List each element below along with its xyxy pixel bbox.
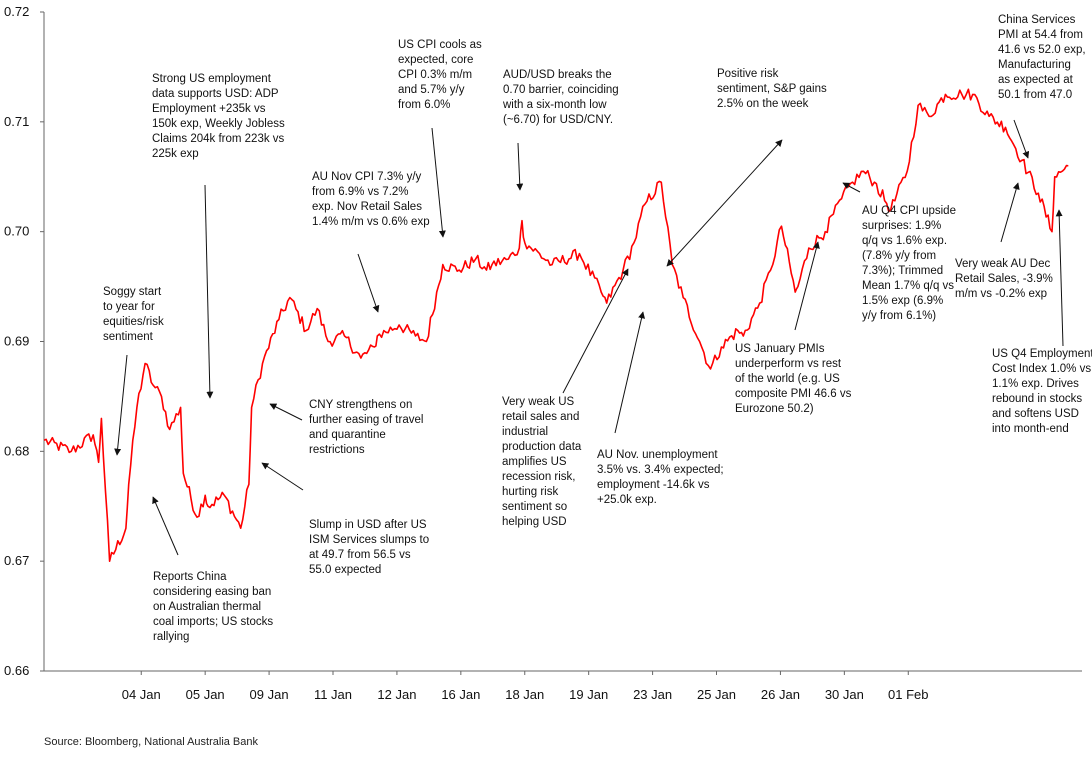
annotation-text: US January PMIs underperform vs rest of th… (735, 343, 852, 415)
y-tick-label: 0.70 (4, 224, 29, 239)
annotations: Soggy start to year for equities/risk senti… (103, 14, 1092, 643)
annotation-text: Positive risk sentiment, S&P gains 2.5% on… (717, 68, 827, 110)
annotation-arrow (269, 403, 303, 421)
y-axis-ticks: 0.66 0.67 0.68 0.69 0.70 0.71 0.72 (4, 4, 44, 678)
x-tick-label: 05 Jan (186, 687, 225, 702)
annotation-text: AU Nov CPI 7.3% y/y from 6.9% vs 7.2% exp.… (312, 171, 430, 228)
y-tick-label: 0.68 (4, 443, 29, 458)
annotation-text: China Services PMI at 54.4 from 41.6 vs 52… (998, 14, 1086, 101)
annotation-text: Very weak AU Dec Retail Sales, -3.9% m/m v… (955, 258, 1053, 300)
annotation-text: Strong US employment data supports USD: A… (152, 73, 285, 160)
annotation-arrow (614, 311, 645, 434)
annotation-text: AUD/USD breaks the 0.70 barrier, coincidi… (502, 69, 619, 126)
annotation-arrow (1000, 182, 1020, 243)
annotation-arrow (261, 462, 304, 491)
y-tick-label: 0.72 (4, 4, 29, 19)
x-tick-label: 25 Jan (697, 687, 736, 702)
annotation-text: Soggy start to year for equities/risk senti… (103, 286, 164, 343)
annotation-arrow (152, 496, 179, 556)
annotation-text: Very weak US retail sales and industrial pr… (502, 396, 582, 528)
annotation-text: Reports China considering easing ban on Au… (153, 571, 273, 643)
annotation-arrow (842, 182, 861, 193)
annotation-text: US Q4 Employment Cost Index 1.0% vs 1.1% e… (992, 348, 1092, 435)
annotation-arrow (1013, 119, 1030, 159)
annotation-text: US CPI cools as expected, core CPI 0.3% m/… (398, 39, 482, 111)
annotation-arrow (794, 241, 820, 331)
annotation-text: AU Q4 CPI upside surprises: 1.9% q/q vs 1.… (862, 205, 956, 322)
annotation-arrow (114, 354, 128, 456)
annotation-arrow (431, 127, 446, 238)
y-tick-label: 0.66 (4, 663, 29, 678)
annotation-arrow (666, 139, 783, 267)
series-layer (43, 88, 1069, 563)
annotation-arrow (516, 142, 524, 191)
x-tick-label: 18 Jan (505, 687, 544, 702)
annotation-text: Slump in USD after US ISM Services slumps… (309, 519, 429, 576)
source-note: Source: Bloomberg, National Australia Ba… (44, 736, 259, 748)
annotation-text: CNY strengthens on further easing of trav… (309, 399, 423, 456)
annotation-arrow (204, 184, 214, 399)
audusd-series-line (43, 88, 1069, 563)
y-tick-label: 0.69 (4, 334, 29, 349)
annotation-arrows (114, 119, 1064, 556)
x-tick-label: 30 Jan (825, 687, 864, 702)
x-tick-label: 19 Jan (569, 687, 608, 702)
y-tick-label: 0.67 (4, 553, 29, 568)
x-tick-label: 12 Jan (377, 687, 416, 702)
annotation-arrow (562, 268, 629, 394)
x-tick-label: 04 Jan (122, 687, 161, 702)
x-tick-label: 16 Jan (441, 687, 480, 702)
x-tick-label: 26 Jan (761, 687, 800, 702)
annotation-text: AU Nov. unemployment 3.5% vs. 3.4% expect… (597, 449, 724, 506)
y-tick-label: 0.71 (4, 114, 29, 129)
annotation-arrow (357, 253, 380, 313)
x-tick-label: 23 Jan (633, 687, 672, 702)
x-tick-label: 01 Feb (888, 687, 928, 702)
x-tick-label: 09 Jan (250, 687, 289, 702)
x-tick-label: 11 Jan (314, 687, 352, 702)
x-axis-ticks: 04 Jan 05 Jan 09 Jan 11 Jan 12 Jan 16 Jan 18 J… (122, 671, 929, 702)
annotation-arrow (1055, 209, 1064, 347)
